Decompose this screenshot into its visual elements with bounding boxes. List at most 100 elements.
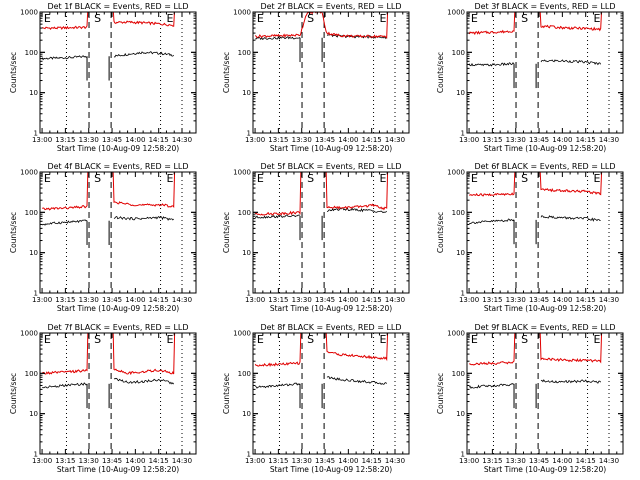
x-tick-label: 14:30 <box>172 296 192 304</box>
interval-marker-s: S <box>521 12 528 25</box>
series-lld-line <box>254 12 389 39</box>
series-events-line <box>113 51 174 58</box>
panel-title: Det 1f BLACK = Events, RED = LLD <box>47 2 188 11</box>
interval-marker-e: E <box>593 333 600 346</box>
panel-title: Det 4f BLACK = Events, RED = LLD <box>47 162 188 171</box>
interval-marker-s: S <box>307 333 314 346</box>
x-tick-label: 14:15 <box>362 457 382 465</box>
x-tick-label: 13:15 <box>55 296 75 304</box>
series-events-line <box>540 215 601 222</box>
y-tick-label: 1 <box>461 451 465 459</box>
y-tick-label: 100 <box>25 370 38 378</box>
x-tick-label: 14:15 <box>576 457 596 465</box>
x-tick-label: 14:00 <box>125 457 145 465</box>
y-axis-label: Counts/sec <box>9 212 18 253</box>
x-tick-label: 13:00 <box>32 136 52 144</box>
y-tick-label: 100 <box>25 209 38 217</box>
y-tick-label: 1000 <box>20 169 38 177</box>
plot-frame <box>466 332 624 455</box>
y-tick-label: 1 <box>247 451 251 459</box>
x-tick-label: 13:30 <box>292 136 312 144</box>
plot-frame <box>466 11 624 134</box>
x-tick-label: 14:00 <box>338 457 358 465</box>
y-tick-label: 1000 <box>233 9 251 17</box>
x-tick-label: 13:30 <box>506 296 526 304</box>
panel-title: Det 8f BLACK = Events, RED = LLD <box>260 323 401 332</box>
series-lld-line <box>469 333 603 366</box>
x-tick-label: 14:30 <box>599 457 619 465</box>
x-tick-label: 14:30 <box>385 296 405 304</box>
x-tick-label: 14:15 <box>149 136 169 144</box>
plot-frame <box>252 332 410 455</box>
x-axis-label: Start Time (10-Aug-09 12:58:20) <box>270 465 392 474</box>
series-events-line <box>255 382 301 389</box>
series-events-line <box>42 219 88 226</box>
x-tick-label: 13:30 <box>292 296 312 304</box>
x-tick-label: 13:15 <box>482 296 502 304</box>
x-tick-label: 14:30 <box>172 136 192 144</box>
y-tick-label: 100 <box>238 209 251 217</box>
x-tick-label: 14:15 <box>149 296 169 304</box>
panel-title: Det 2f BLACK = Events, RED = LLD <box>260 2 401 11</box>
interval-marker-e: E <box>257 333 264 346</box>
panel-title: Det 9f BLACK = Events, RED = LLD <box>474 323 615 332</box>
y-tick-label: 10 <box>456 249 465 257</box>
series-lld-line <box>41 12 175 31</box>
x-tick-label: 13:45 <box>315 136 335 144</box>
series-events-line <box>41 55 87 61</box>
interval-marker-s: S <box>521 333 528 346</box>
x-tick-label: 13:00 <box>32 457 52 465</box>
y-tick-label: 1 <box>461 130 465 138</box>
interval-marker-e: E <box>593 172 600 185</box>
y-tick-label: 1 <box>34 451 38 459</box>
panel-det-7: Det 7f BLACK = Events, RED = LLD 1 10 100 10… <box>9 323 197 474</box>
interval-marker-e: E <box>593 12 600 25</box>
y-tick-label: 1 <box>461 290 465 298</box>
y-tick-label: 10 <box>242 410 251 418</box>
x-tick-label: 13:30 <box>79 457 99 465</box>
y-tick-label: 100 <box>452 370 465 378</box>
interval-marker-e: E <box>166 12 173 25</box>
series-events-line <box>113 216 174 221</box>
y-tick-label: 1000 <box>233 330 251 338</box>
x-tick-label: 13:00 <box>459 136 479 144</box>
x-tick-label: 13:15 <box>482 136 502 144</box>
series-lld-line <box>41 333 176 376</box>
y-axis-label: Counts/sec <box>9 52 18 93</box>
interval-marker-s: S <box>94 333 101 346</box>
y-tick-label: 1 <box>34 290 38 298</box>
series-lld-line <box>254 172 389 216</box>
x-tick-label: 13:45 <box>529 136 549 144</box>
series-events-line <box>468 62 515 67</box>
y-tick-label: 10 <box>29 410 38 418</box>
x-tick-label: 14:00 <box>125 296 145 304</box>
x-axis-label: Start Time (10-Aug-09 12:58:20) <box>270 144 392 153</box>
x-tick-label: 14:15 <box>149 457 169 465</box>
y-tick-label: 10 <box>456 89 465 97</box>
series-events-line <box>540 379 601 384</box>
x-tick-label: 13:15 <box>55 136 75 144</box>
series-events-line <box>42 382 88 389</box>
y-axis-label: Counts/sec <box>436 52 445 93</box>
x-axis-label: Start Time (10-Aug-09 12:58:20) <box>57 144 179 153</box>
x-tick-label: 13:00 <box>245 136 265 144</box>
x-axis-label: Start Time (10-Aug-09 12:58:20) <box>270 304 392 313</box>
series-events-line <box>469 218 515 225</box>
series-lld-line <box>468 172 603 197</box>
plot-frame <box>466 171 624 294</box>
y-tick-label: 10 <box>456 410 465 418</box>
y-tick-label: 10 <box>242 89 251 97</box>
panel-det-8: Det 8f BLACK = Events, RED = LLD 1 10 100 10… <box>222 323 410 474</box>
y-tick-label: 100 <box>25 49 38 57</box>
y-tick-label: 10 <box>29 249 38 257</box>
series-lld-line <box>468 12 603 36</box>
plot-frame <box>252 171 410 294</box>
plot-frame <box>39 11 197 134</box>
interval-marker-s: S <box>521 172 528 185</box>
x-tick-label: 13:15 <box>482 457 502 465</box>
interval-marker-e: E <box>471 12 478 25</box>
panel-det-9: Det 9f BLACK = Events, RED = LLD 1 10 100 10… <box>436 323 624 474</box>
x-tick-label: 13:30 <box>506 136 526 144</box>
y-tick-label: 1 <box>247 130 251 138</box>
panel-title: Det 7f BLACK = Events, RED = LLD <box>47 323 188 332</box>
